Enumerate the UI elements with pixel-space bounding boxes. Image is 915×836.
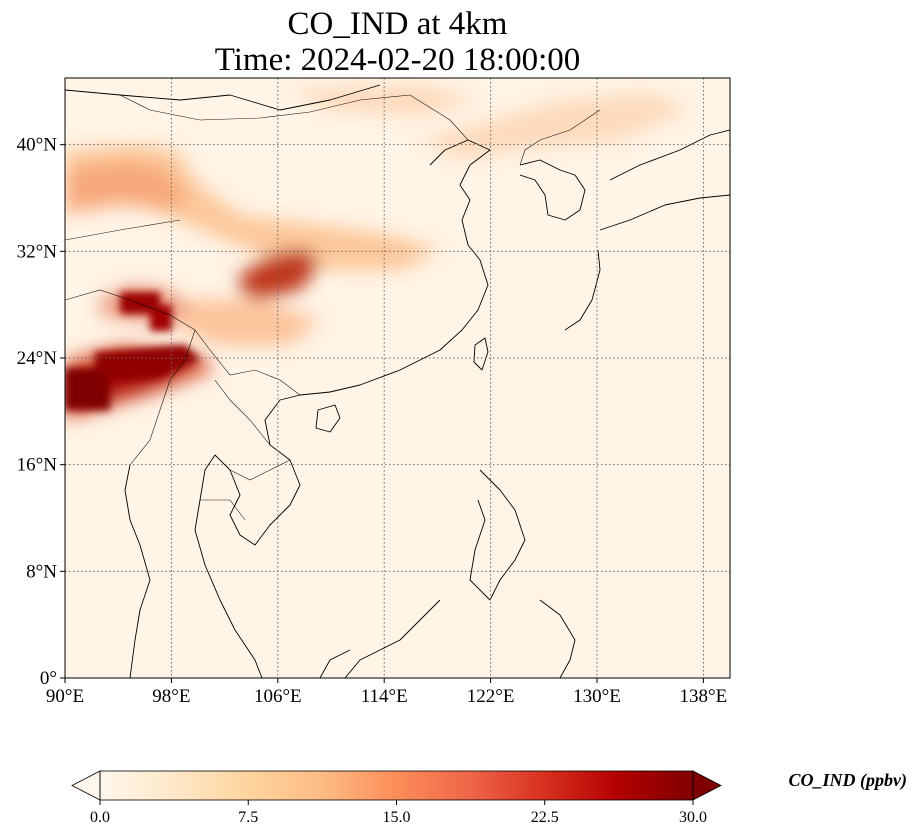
- country-borders: [65, 94, 601, 521]
- colorbar-ticks: 0.0 7.5 15.0 22.5 30.0: [90, 800, 707, 826]
- y-tick-label: 32°N: [17, 241, 58, 262]
- colorbar-extend-min: [71, 770, 101, 801]
- colorbar-body: [100, 771, 693, 800]
- colorbar-tick-label: 22.5: [531, 809, 559, 826]
- x-tick-label: 122°E: [467, 686, 515, 707]
- x-tick-label: 130°E: [573, 686, 621, 707]
- colorbar-extend-max: [692, 770, 722, 801]
- colorbar-tick-label: 30.0: [679, 809, 707, 826]
- map-subtitle-time: Time: 2024-02-20 18:00:00: [214, 42, 581, 78]
- y-tick-label: 16°N: [17, 455, 58, 476]
- colorbar-tick-label: 0.0: [90, 809, 110, 826]
- colorbar-title: CO_IND (ppbv): [789, 770, 908, 791]
- gridlines: [65, 78, 730, 678]
- x-tick-label: 114°E: [361, 686, 408, 707]
- y-tick-label: 8°N: [26, 561, 57, 582]
- colorbar-tick-label: 15.0: [383, 809, 411, 826]
- y-tick-label: 24°N: [17, 348, 58, 369]
- longitude-axis: 90°E 98°E 106°E 114°E 122°E 130°E 138°E: [46, 678, 727, 707]
- colorbar-tick-label: 7.5: [238, 809, 258, 826]
- colorbar: 0.0 7.5 15.0 22.5 30.0 CO_IND (ppbv): [71, 770, 908, 826]
- y-tick-label: 40°N: [17, 135, 58, 156]
- x-tick-label: 98°E: [152, 686, 190, 707]
- map-frame: [64, 77, 731, 679]
- latitude-axis: 0° 8°N 16°N 24°N 32°N 40°N: [17, 135, 65, 689]
- x-tick-label: 138°E: [680, 686, 728, 707]
- x-tick-label: 90°E: [46, 686, 84, 707]
- map-panel: [65, 78, 730, 678]
- x-tick-label: 106°E: [254, 686, 302, 707]
- concentration-field: [65, 85, 690, 420]
- map-title: CO_IND at 4km: [287, 6, 508, 42]
- y-tick-label: 0°: [40, 668, 57, 689]
